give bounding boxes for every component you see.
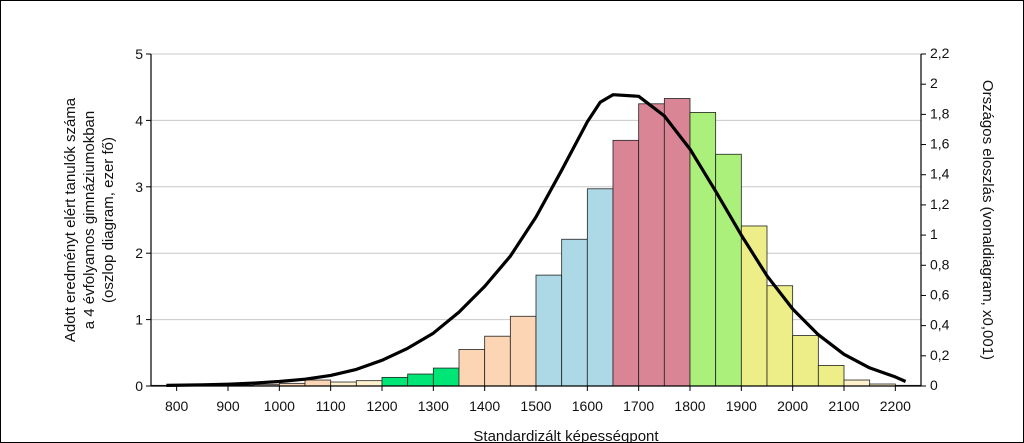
y-left-axis-title: a 4 évfolyamos gimnáziumokban bbox=[81, 111, 98, 329]
x-tick-label: 1400 bbox=[469, 398, 500, 414]
y-right-tick-label: 1,4 bbox=[930, 166, 950, 182]
bar bbox=[740, 225, 768, 387]
y-right-tick-label: 0 bbox=[930, 377, 938, 393]
y-right-tick-label: 1 bbox=[930, 226, 938, 242]
y-left-tick-label: 0 bbox=[135, 378, 143, 394]
x-tick-label: 1300 bbox=[418, 398, 449, 414]
y-left-tick-label: 4 bbox=[135, 112, 143, 128]
bar bbox=[792, 335, 819, 387]
x-tick-label: 1100 bbox=[316, 398, 346, 414]
bars-group bbox=[150, 98, 922, 387]
bar bbox=[535, 274, 563, 387]
bar bbox=[381, 376, 409, 387]
y-right-tick-label: 0,2 bbox=[930, 347, 950, 363]
bar bbox=[509, 315, 537, 387]
x-tick-label: 1900 bbox=[726, 398, 757, 414]
x-tick-label: 800 bbox=[165, 398, 189, 414]
y-right-tick-label: 0,6 bbox=[930, 286, 950, 302]
y-left-tick-label: 5 bbox=[135, 46, 143, 62]
bar bbox=[432, 367, 460, 387]
labels-group: 0 1 2 3 4 5 0 0,2 0,4 0,6 0,8 1 1,2 1,4 1,6 1,8 2 2,2 800 9… bbox=[62, 45, 996, 442]
bar bbox=[355, 380, 383, 387]
x-tick-label: 1600 bbox=[572, 398, 603, 414]
x-tick-label: 1200 bbox=[366, 398, 397, 414]
y-left-axis-title: Adott eredményt elért tanulók száma bbox=[62, 97, 79, 342]
x-tick-label: 1000 bbox=[264, 398, 295, 414]
distribution-line bbox=[166, 93, 907, 387]
x-tick-label: 1800 bbox=[674, 398, 705, 414]
bar bbox=[407, 373, 434, 387]
bar bbox=[304, 379, 332, 387]
bar bbox=[458, 349, 486, 387]
axes-group bbox=[146, 53, 926, 391]
x-axis-title: Standardizált képességpont bbox=[473, 428, 659, 442]
x-tick-label: 2100 bbox=[828, 398, 859, 414]
y-right-tick-label: 1,6 bbox=[930, 136, 950, 152]
bar bbox=[561, 238, 588, 387]
bar bbox=[612, 139, 640, 387]
y-left-tick-label: 1 bbox=[135, 312, 143, 328]
x-tick-label: 2000 bbox=[777, 398, 808, 414]
x-tick-label: 1500 bbox=[520, 398, 551, 414]
y-right-tick-label: 0,4 bbox=[930, 317, 950, 333]
y-right-tick-label: 0,8 bbox=[930, 256, 950, 272]
x-tick-label: 2200 bbox=[880, 398, 911, 414]
y-right-axis-title: Országos eloszlás (vonaldiagram, x0,001) bbox=[979, 80, 996, 360]
bar bbox=[817, 365, 845, 387]
bar bbox=[843, 379, 871, 387]
y-right-tick-label: 1,8 bbox=[930, 105, 950, 121]
y-right-tick-label: 1,2 bbox=[930, 196, 950, 212]
y-left-tick-label: 3 bbox=[135, 179, 143, 195]
x-tick-label: 1700 bbox=[623, 398, 654, 414]
y-right-tick-label: 2,2 bbox=[930, 45, 950, 61]
bar bbox=[484, 335, 511, 387]
line-group bbox=[166, 93, 907, 387]
x-tick-label: 900 bbox=[216, 398, 240, 414]
y-right-tick-label: 2 bbox=[930, 75, 938, 91]
bar bbox=[586, 188, 614, 387]
y-left-axis-title: (oszlop diagram, ezer fő) bbox=[100, 137, 117, 303]
bar bbox=[638, 103, 665, 387]
y-left-tick-label: 2 bbox=[135, 245, 143, 261]
bar bbox=[715, 153, 742, 387]
bar bbox=[766, 285, 794, 387]
